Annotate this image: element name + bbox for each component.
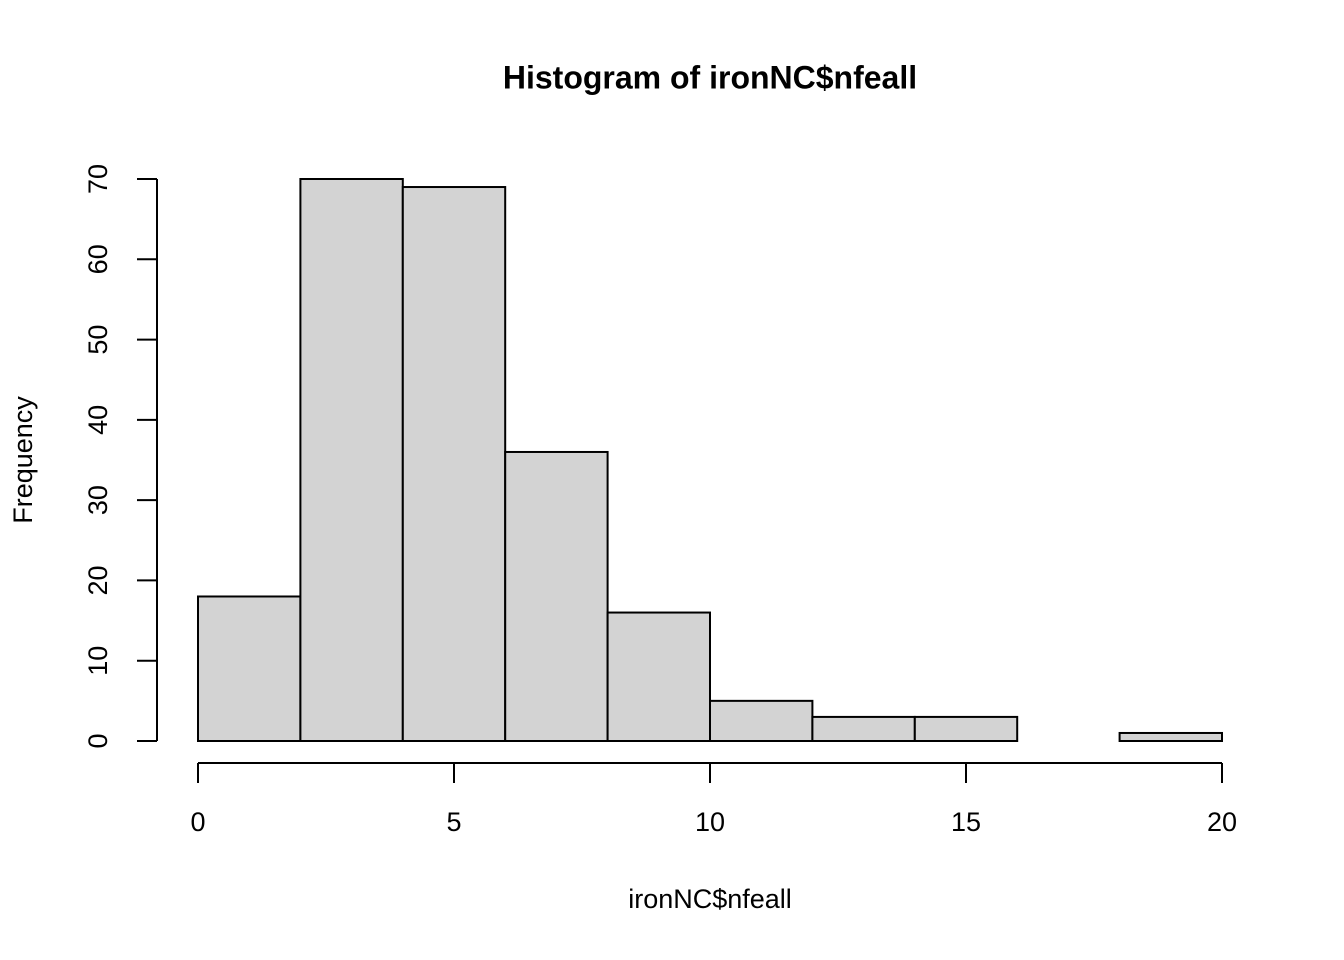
y-tick-label: 60 [83, 244, 113, 274]
y-tick-label: 70 [83, 164, 113, 194]
x-tick-label: 5 [446, 807, 461, 837]
bar [811, 715, 916, 743]
bar [1118, 731, 1223, 743]
y-tick-label: 20 [83, 565, 113, 595]
bar [401, 186, 507, 742]
x-axis-label: ironNC$nfeall [628, 884, 792, 914]
bar [197, 595, 302, 742]
x-tick-label: 20 [1207, 807, 1237, 837]
bar [709, 699, 814, 742]
bar [299, 178, 404, 742]
x-tick-label: 15 [951, 807, 981, 837]
y-tick-label: 50 [83, 325, 113, 355]
x-tick-label: 10 [695, 807, 725, 837]
y-tick-label: 30 [83, 485, 113, 515]
chart-title: Histogram of ironNC$nfeall [503, 59, 917, 95]
y-tick-label: 40 [83, 405, 113, 435]
x-tick-label: 0 [190, 807, 205, 837]
y-axis-label: Frequency [8, 396, 38, 524]
bar [606, 611, 711, 742]
y-tick-label: 10 [83, 646, 113, 676]
bar [504, 450, 609, 742]
y-tick-label: 0 [83, 733, 113, 748]
bar [913, 715, 1019, 743]
